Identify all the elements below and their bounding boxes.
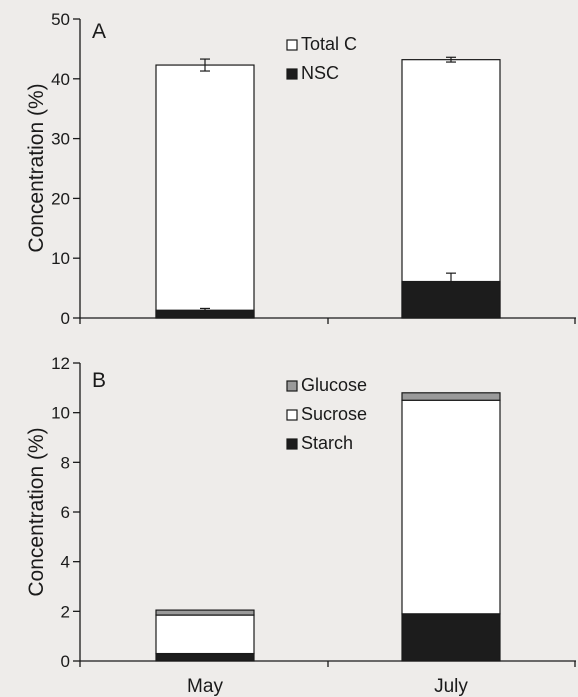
bar-nsc-july xyxy=(401,280,501,319)
bar-glucose-may xyxy=(155,609,255,616)
panel-a-axes: 0 10 20 30 40 50 xyxy=(51,10,576,328)
panel-b-y-tick-label: 10 xyxy=(51,404,70,423)
legend-swatch-sucrose xyxy=(286,409,298,421)
legend-label-nsc: NSC xyxy=(301,63,339,83)
x-category-label-july: July xyxy=(434,676,468,697)
panel-b-axes: 0 2 4 6 8 10 12 xyxy=(51,354,576,671)
panel-a-y-tick-label: 30 xyxy=(51,130,70,149)
bar-nsc-may xyxy=(155,309,255,319)
panel-a-y-axis-title: Concentration (%) xyxy=(25,83,48,252)
panel-b-y-tick-label: 0 xyxy=(61,652,70,671)
legend-swatch-nsc xyxy=(286,68,298,80)
panel-a-y-tick-label: 0 xyxy=(61,309,70,328)
panel-a-bars xyxy=(155,56,501,319)
legend-label-glucose: Glucose xyxy=(301,375,367,395)
panel-a-y-tick-label: 20 xyxy=(51,189,70,208)
panel-b-bars xyxy=(155,392,501,662)
legend-label-sucrose: Sucrose xyxy=(301,404,367,424)
bar-sucrose-may xyxy=(155,614,255,655)
legend-swatch-glucose xyxy=(286,380,298,392)
legend-swatch-total-c xyxy=(286,39,298,51)
panel-a-y-tick-label: 10 xyxy=(51,249,70,268)
legend-label-total-c: Total C xyxy=(301,34,357,54)
bar-starch-may xyxy=(155,652,255,662)
x-category-label-may: May xyxy=(187,676,223,697)
panel-b-label: B xyxy=(92,369,106,392)
panel-a-legend: Total C NSC xyxy=(286,34,357,83)
panel-b: B Concentration (%) 0 2 4 6 8 10 12 Glucose Su… xyxy=(25,354,576,671)
panel-b-y-tick-label: 8 xyxy=(61,453,70,472)
panel-a-y-tick-label: 40 xyxy=(51,70,70,89)
panel-b-y-tick-label: 12 xyxy=(51,354,70,373)
panel-b-legend: Glucose Sucrose Starch xyxy=(286,375,367,453)
bar-total-c-may xyxy=(155,64,255,319)
panel-a-y-tick-label: 50 xyxy=(51,10,70,29)
panel-b-y-tick-label: 4 xyxy=(61,553,70,572)
bar-starch-july xyxy=(401,613,501,662)
legend-label-starch: Starch xyxy=(301,433,353,453)
panel-b-y-axis-title: Concentration (%) xyxy=(25,427,48,596)
panel-a-label: A xyxy=(92,20,106,43)
bar-glucose-july xyxy=(401,392,501,401)
panel-b-y-tick-label: 2 xyxy=(61,602,70,621)
panel-a: A Concentration (%) 0 10 20 30 40 50 Total C … xyxy=(25,10,576,328)
legend-swatch-starch xyxy=(286,438,298,450)
bar-sucrose-july xyxy=(401,399,501,615)
panel-b-y-tick-label: 6 xyxy=(61,503,70,522)
